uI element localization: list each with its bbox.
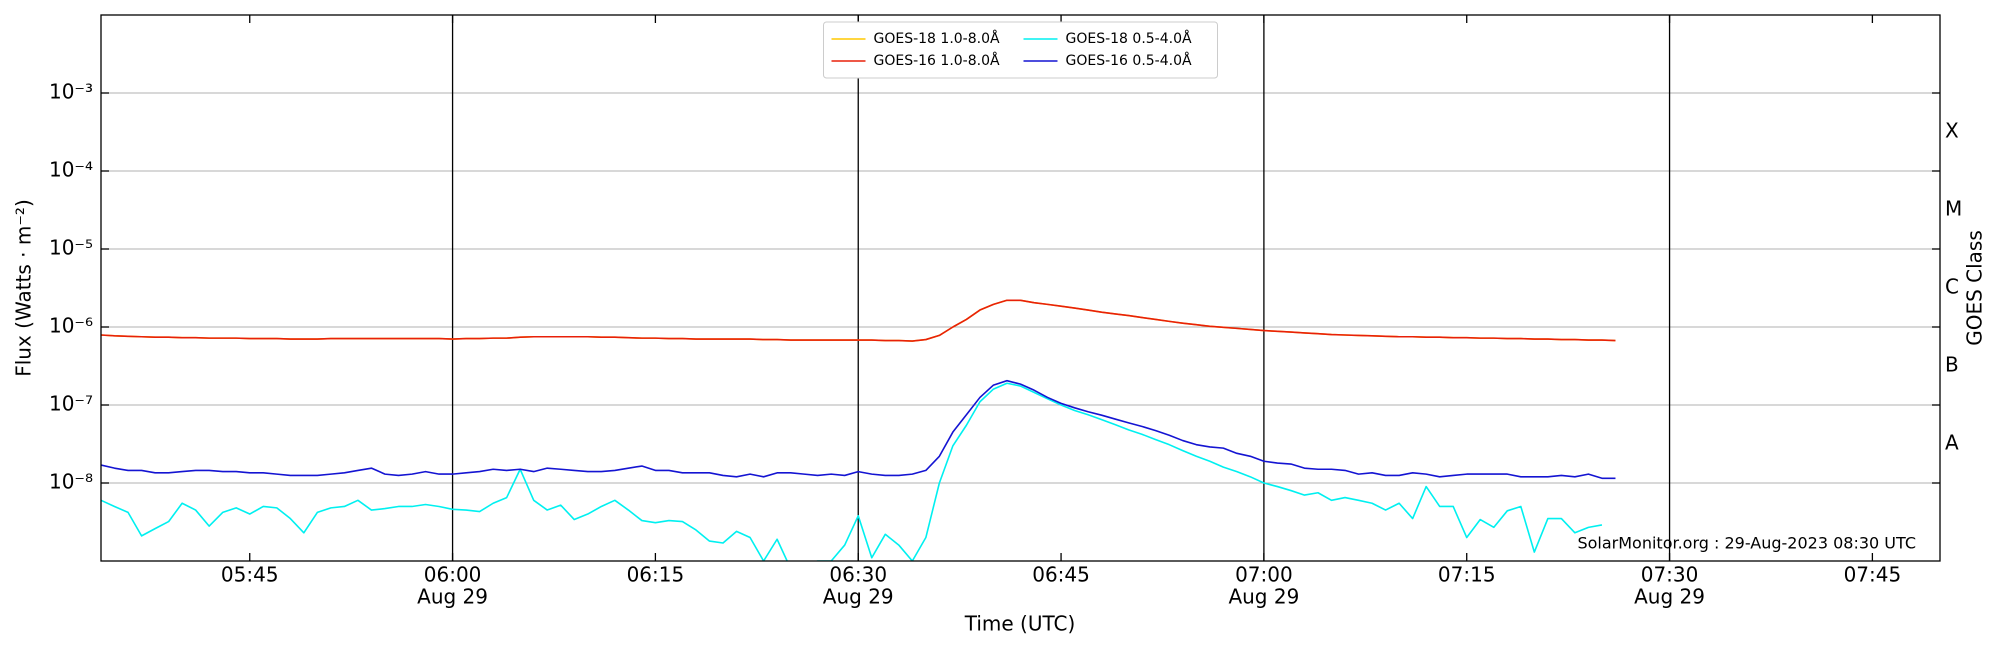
- y-axis-label: Flux (Watts · m⁻²): [12, 199, 36, 377]
- legend-label: GOES-16 0.5-4.0Å: [1066, 52, 1192, 69]
- grid: [101, 15, 1940, 561]
- legend-label: GOES-18 1.0-8.0Å: [874, 30, 1000, 47]
- legend-label: GOES-16 1.0-8.0Å: [874, 52, 1000, 69]
- legend-box: [823, 21, 1218, 79]
- annotation: SolarMonitor.org : 29-Aug-2023 08:30 UTC: [1577, 534, 1916, 553]
- y2-tick-label: B: [1945, 353, 1959, 377]
- y2-tick-label: X: [1945, 119, 1959, 143]
- series-line: [101, 382, 1603, 561]
- y2-tick-label: M: [1945, 197, 1962, 221]
- y2-tick-label: C: [1945, 275, 1959, 299]
- series-line: [101, 299, 1616, 342]
- plot-frame: [100, 14, 1941, 562]
- x-tick-label: 07:30: [1641, 563, 1699, 587]
- y-tick-label: 10⁻⁴: [49, 158, 93, 182]
- x-tick-label: 06:15: [627, 563, 685, 587]
- y-tick-label: 10⁻³: [49, 80, 93, 104]
- x-tick-label: Aug 29: [417, 585, 488, 609]
- plot-lines: [101, 299, 1616, 561]
- x-tick-label: 07:45: [1844, 563, 1902, 587]
- x-tick-label: 07:15: [1438, 563, 1496, 587]
- x-tick-label: 07:00: [1235, 563, 1293, 587]
- x-tick-label: 06:30: [829, 563, 887, 587]
- series-line: [101, 379, 1616, 480]
- y-tick-label: 10⁻⁸: [49, 470, 93, 494]
- legend-label: GOES-18 0.5-4.0Å: [1066, 30, 1192, 47]
- legend: GOES-18 1.0-8.0Å GOES-16 1.0-8.0Å GOES-18 …: [823, 21, 1218, 79]
- x-axis-label: Time (UTC): [964, 612, 1076, 636]
- x-tick-label: 06:00: [424, 563, 482, 587]
- y2-tick-label: A: [1945, 431, 1959, 455]
- x-tick-label: Aug 29: [823, 585, 894, 609]
- x-tick-label: 06:45: [1032, 563, 1090, 587]
- y-tick-label: 10⁻⁷: [49, 392, 93, 416]
- x-tick-label: Aug 29: [1228, 585, 1299, 609]
- y-tick-label: 10⁻⁶: [49, 314, 93, 338]
- x-tick-label: 05:45: [221, 563, 279, 587]
- y2-axis-label: GOES Class: [1963, 230, 1987, 346]
- y-tick-label: 10⁻⁵: [49, 236, 93, 260]
- x-tick-label: Aug 29: [1634, 585, 1705, 609]
